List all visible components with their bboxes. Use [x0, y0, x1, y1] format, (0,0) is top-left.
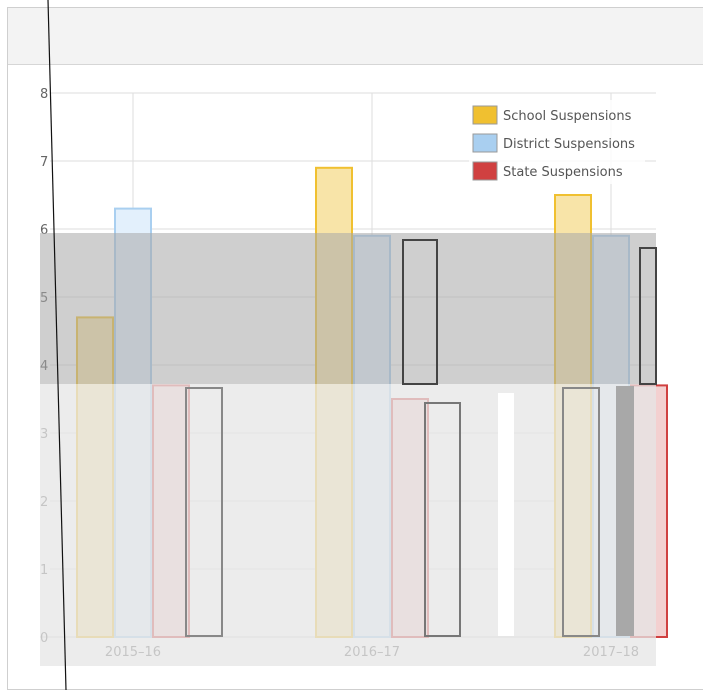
- y-tick-label: 4: [40, 359, 48, 374]
- legend-label[interactable]: School Suspensions: [503, 109, 632, 124]
- bar-district-suspensions: [114, 207, 152, 638]
- legend-swatch[interactable]: [472, 161, 498, 181]
- y-tick-label: 0: [40, 631, 48, 646]
- y-tick-label: 8: [40, 87, 48, 102]
- x-tick-label: 2016–17: [344, 645, 400, 660]
- y-tick-label: 6: [40, 223, 48, 238]
- bar-school-suspensions: [315, 166, 353, 639]
- x-tick-label: 2015–16: [105, 645, 161, 660]
- bar-state-suspensions: [630, 384, 668, 638]
- bar-district-suspensions: [353, 234, 391, 639]
- legend-label[interactable]: State Suspensions: [503, 165, 623, 180]
- bar-district-suspensions: [592, 234, 630, 639]
- legend-background: [469, 100, 645, 184]
- bar-state-suspensions: [152, 384, 190, 638]
- y-axis: 0 1 2 3 4 5 6 7 8: [40, 87, 48, 646]
- x-axis: 2015–16 2016–17 2017–18: [105, 645, 639, 660]
- legend-swatch[interactable]: [472, 133, 498, 153]
- bars: [76, 166, 668, 639]
- panel-header: [8, 8, 703, 65]
- y-tick-label: 3: [40, 427, 48, 442]
- y-tick-label: 5: [40, 291, 48, 306]
- legend-label[interactable]: District Suspensions: [503, 137, 635, 152]
- bar-school-suspensions: [554, 194, 592, 638]
- bar-school-suspensions: [76, 316, 114, 638]
- bar-state-suspensions: [391, 398, 429, 638]
- y-tick-label: 7: [40, 155, 48, 170]
- legend[interactable]: School Suspensions District Suspensions St…: [469, 100, 645, 184]
- y-tick-label: 2: [40, 495, 48, 510]
- legend-swatch[interactable]: [472, 105, 498, 125]
- x-tick-label: 2017–18: [583, 645, 639, 660]
- y-tick-label: 1: [40, 563, 48, 578]
